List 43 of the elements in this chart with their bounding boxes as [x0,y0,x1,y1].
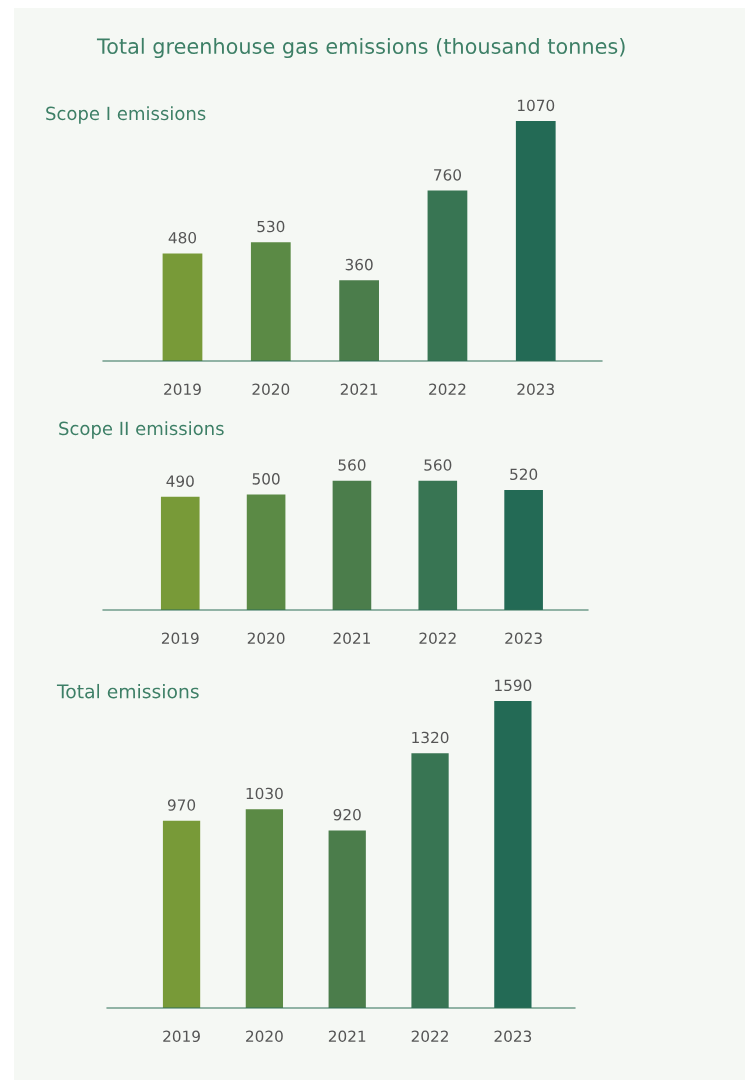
data-label: 480 [168,231,197,244]
x-tick-label: 2019 [161,632,199,645]
bar [245,809,284,1008]
bar [160,496,200,610]
chart-title: Total greenhouse gas emissions (thousand tonnes) [96,37,625,59]
x-tick-label: 2022 [411,1030,448,1043]
data-label: 920 [333,808,361,821]
bar [246,494,286,610]
x-tick-label: 2023 [505,632,542,645]
bar [250,242,291,361]
data-label: 520 [510,468,538,481]
data-label: 500 [252,473,280,485]
x-tick-label: 2020 [252,383,290,396]
chart-title: Total emissions [56,683,199,699]
x-tick-label: 2022 [429,383,466,396]
x-tick-label: 2021 [333,632,370,645]
x-tick-label: 2023 [517,383,554,396]
x-tick-label: 2019 [163,1030,200,1043]
chart-subtitle: Scope I emissions [46,106,206,124]
bar [339,280,379,361]
data-label: 1590 [495,679,532,692]
data-label: 490 [166,475,194,487]
x-tick-label: 2020 [247,632,285,645]
data-label: 1030 [246,787,283,800]
x-tick-label: 2020 [246,1030,283,1043]
x-tick-label: 2021 [328,1030,366,1043]
x-tick-label: 2023 [494,1030,532,1043]
data-label: 360 [345,258,373,271]
bar [162,820,201,1008]
bar [332,480,372,610]
data-label: 1070 [518,99,555,112]
data-label: 760 [434,169,462,181]
bar [328,830,366,1008]
x-tick-label: 2022 [419,632,456,645]
data-label: 560 [424,459,452,471]
data-label: 1320 [412,731,449,744]
x-tick-label: 2021 [340,383,378,396]
bar [162,253,203,361]
data-label: 530 [257,220,285,233]
chart-title: Scope II emissions [59,421,224,439]
data-label: 970 [167,799,196,811]
x-tick-label: 2019 [164,383,201,396]
data-label: 560 [338,459,366,471]
